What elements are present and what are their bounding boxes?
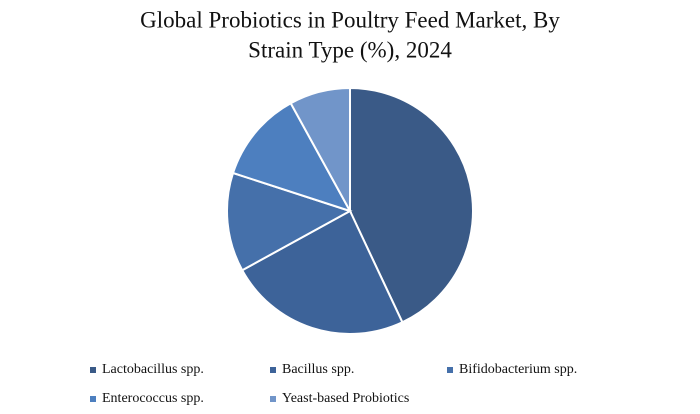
legend-marker (270, 367, 276, 373)
legend-label: Lactobacillus spp. (102, 362, 204, 377)
pie-slice (226, 171, 353, 272)
legend-label: Yeast-based Probiotics (282, 391, 409, 406)
pie-slice (231, 101, 353, 213)
legend-label: Bifidobacterium spp. (459, 362, 577, 377)
pie-slice (240, 209, 404, 335)
legend-marker (90, 367, 96, 373)
chart-title: Strain Type (%), 2024 (248, 37, 452, 62)
pie-slice (349, 86, 474, 324)
legend-marker (270, 396, 276, 402)
legend-label: Bacillus spp. (282, 362, 354, 377)
legend-marker (90, 396, 96, 402)
legend-marker (447, 367, 453, 373)
chart-title: Global Probiotics in Poultry Feed Market… (140, 7, 560, 32)
legend-label: Enterococcus spp. (102, 391, 204, 406)
pie-slice (289, 86, 351, 212)
